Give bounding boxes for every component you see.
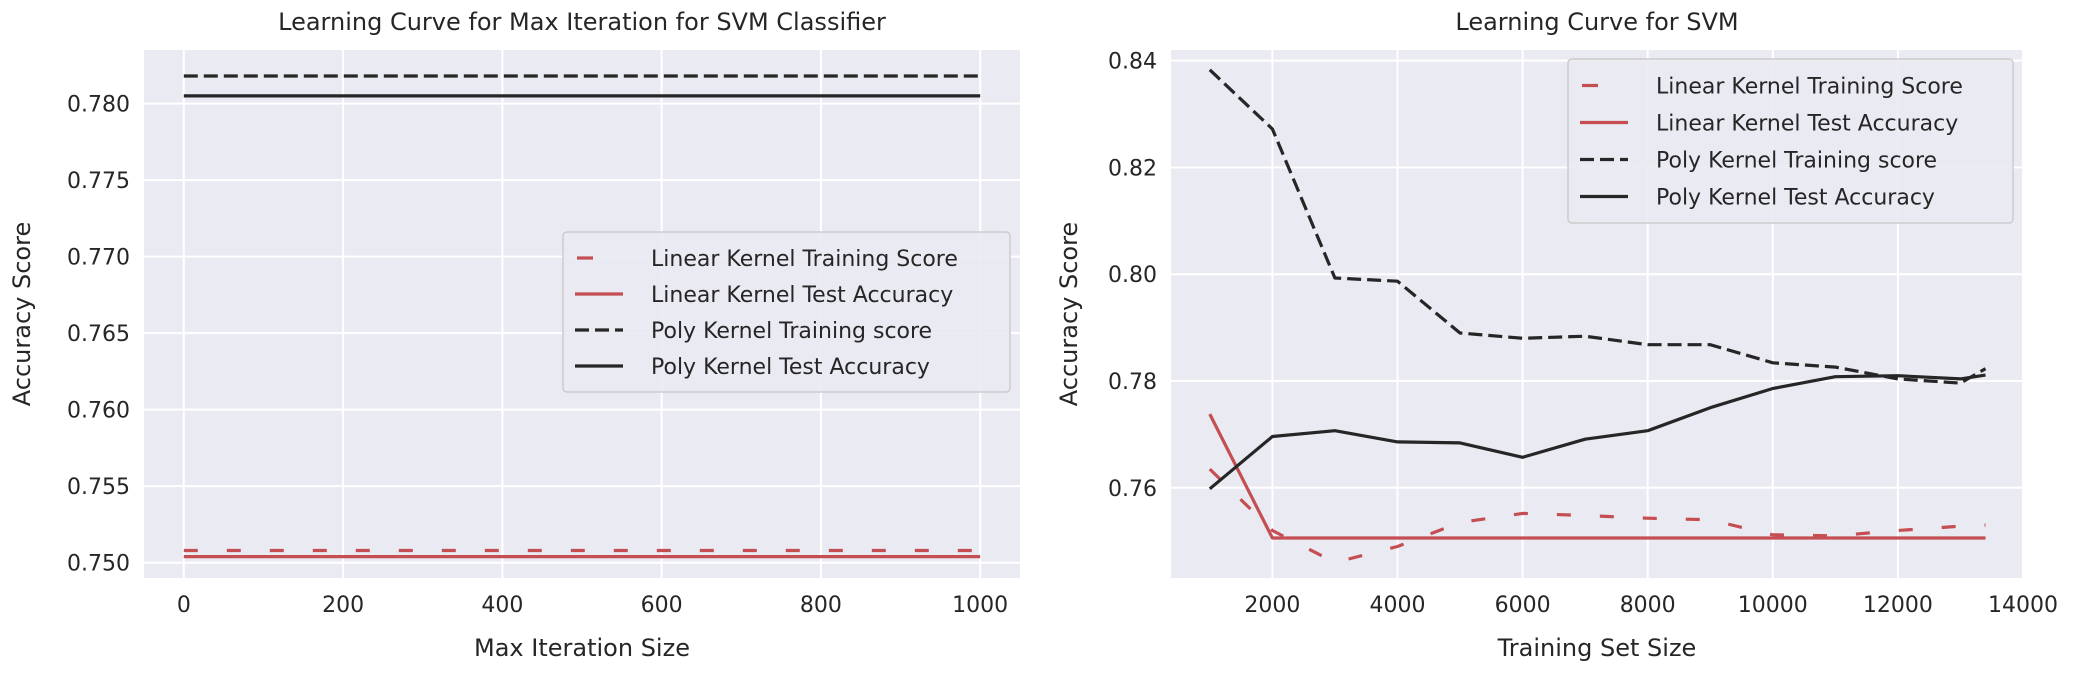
legend-label: Linear Kernel Training Score	[651, 247, 958, 272]
series-line-3	[1208, 373, 1986, 491]
x-tick-label: 14000	[1988, 593, 2058, 618]
x-tick-label: 4000	[1369, 593, 1425, 618]
x-tick-label: 6000	[1495, 593, 1551, 618]
x-axis-label: Max Iteration Size	[474, 634, 690, 662]
y-tick-label: 0.765	[67, 322, 130, 347]
y-tick-label: 0.770	[67, 246, 130, 271]
y-tick-label: 0.76	[1108, 477, 1157, 502]
legend-frame	[1567, 58, 2014, 224]
legend-label: Linear Kernel Test Accuracy	[1656, 112, 1958, 137]
x-tick-label: 12000	[1863, 593, 1933, 618]
legend-frame	[562, 231, 1011, 393]
legend-label: Linear Kernel Test Accuracy	[651, 283, 953, 308]
y-axis-label: Accuracy Score	[8, 222, 36, 406]
legend: Linear Kernel Training Score Linear Kerne…	[1567, 58, 2014, 224]
x-tick-label: 600	[641, 593, 683, 618]
legend-label: Poly Kernel Test Accuracy	[1656, 186, 1935, 211]
legend-label: Poly Kernel Training score	[1656, 149, 1937, 174]
x-tick-label: 10000	[1738, 593, 1808, 618]
chart-training-set-size: 2000 4000 6000 8000 10000 12000 14000 0.76 0.78 0…	[1055, 8, 2058, 662]
y-tick-label: 0.80	[1108, 263, 1157, 288]
legend-label: Poly Kernel Test Accuracy	[651, 355, 930, 380]
x-axis-label: Training Set Size	[1497, 634, 1697, 662]
y-tick-label: 0.775	[67, 169, 130, 194]
legend: Linear Kernel Training Score Linear Kerne…	[562, 231, 1011, 393]
chart-max-iteration: 0 200 400 600 800 1000 0.750 0.755 0.760 0.765 0.7…	[8, 8, 1020, 662]
y-tick-label: 0.78	[1108, 370, 1157, 395]
y-tick-label: 0.84	[1108, 50, 1157, 75]
x-tick-label: 1000	[952, 593, 1008, 618]
y-tick-label: 0.755	[67, 475, 130, 500]
y-tick-label: 0.760	[67, 399, 130, 424]
chart-title: Learning Curve for SVM	[1455, 8, 1738, 36]
chart-title: Learning Curve for Max Iteration for SVM…	[278, 8, 886, 36]
x-tick-label: 400	[481, 593, 523, 618]
legend-label: Linear Kernel Training Score	[1656, 75, 1963, 100]
x-tick-label: 8000	[1620, 593, 1676, 618]
y-tick-label: 0.780	[67, 93, 130, 118]
x-tick-label: 0	[177, 593, 191, 618]
x-tick-label: 800	[800, 593, 842, 618]
x-tick-label: 200	[322, 593, 364, 618]
x-tick-label: 2000	[1244, 593, 1300, 618]
legend-label: Poly Kernel Training score	[651, 319, 932, 344]
y-tick-label: 0.82	[1108, 156, 1157, 181]
y-tick-label: 0.750	[67, 552, 130, 577]
series-line-1	[1208, 413, 1986, 540]
y-axis-label: Accuracy Score	[1055, 222, 1083, 406]
